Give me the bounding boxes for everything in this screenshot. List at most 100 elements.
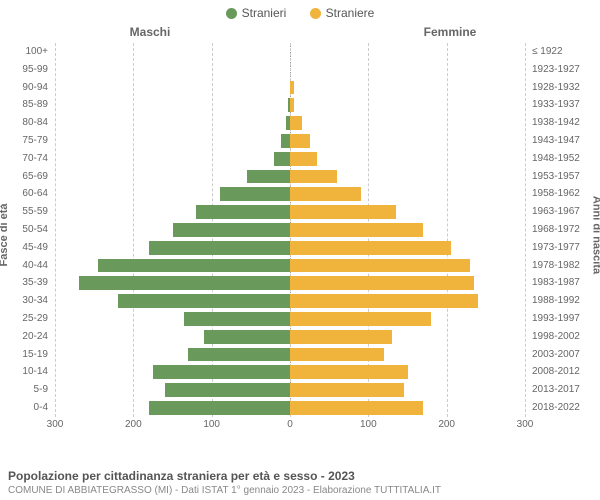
x-tick-label: 300 (47, 419, 64, 430)
age-range-label: 60-64 (0, 185, 48, 203)
birth-year-label: 1948-1952 (532, 150, 600, 168)
bar-male (196, 205, 290, 219)
pyramid-row (55, 203, 525, 221)
age-range-label: 50-54 (0, 221, 48, 239)
bar-male (173, 223, 291, 237)
bar-female (290, 241, 451, 255)
pyramid-row (55, 114, 525, 132)
bar-female (290, 383, 404, 397)
birth-year-label: 1978-1982 (532, 257, 600, 275)
bar-female (290, 152, 317, 166)
legend-item-female: Straniere (310, 6, 375, 20)
chart-container: Stranieri Straniere Maschi Femmine Fasce… (0, 0, 600, 500)
pyramid-row (55, 239, 525, 257)
column-title-female: Femmine (300, 25, 600, 39)
birth-year-label: 2008-2012 (532, 363, 600, 381)
age-range-label: 30-34 (0, 292, 48, 310)
birth-year-label: 1953-1957 (532, 168, 600, 186)
age-range-label: 10-14 (0, 363, 48, 381)
footer-subtitle: COMUNE DI ABBIATEGRASSO (MI) - Dati ISTA… (8, 485, 592, 496)
legend-label-female: Straniere (326, 6, 375, 20)
bar-female (290, 134, 310, 148)
pyramid-row (55, 363, 525, 381)
column-title-male: Maschi (0, 25, 300, 39)
pyramid-row (55, 185, 525, 203)
birth-year-label: 2003-2007 (532, 346, 600, 364)
pyramid-row (55, 310, 525, 328)
bar-female (290, 98, 294, 112)
pyramid-row (55, 292, 525, 310)
bar-female (290, 205, 396, 219)
birth-year-label: 1973-1977 (532, 239, 600, 257)
age-range-label: 25-29 (0, 310, 48, 328)
bar-male (149, 241, 290, 255)
gridline (525, 43, 526, 417)
pyramid-row (55, 96, 525, 114)
age-range-label: 80-84 (0, 114, 48, 132)
birth-year-label: 1923-1927 (532, 61, 600, 79)
bar-female (290, 276, 474, 290)
age-range-label: 85-89 (0, 96, 48, 114)
birth-year-label: 1928-1932 (532, 79, 600, 97)
x-tick-label: 100 (360, 419, 377, 430)
x-tick-label: 100 (203, 419, 220, 430)
birth-year-label: 1943-1947 (532, 132, 600, 150)
legend-swatch-male (226, 8, 237, 19)
age-range-label: 100+ (0, 43, 48, 61)
birth-year-label: ≤ 1922 (532, 43, 600, 61)
pyramid-row (55, 168, 525, 186)
legend-item-male: Stranieri (226, 6, 287, 20)
birth-year-label: 1993-1997 (532, 310, 600, 328)
bar-male (247, 170, 290, 184)
bar-male (149, 401, 290, 415)
bar-female (290, 348, 384, 362)
x-tick-label: 200 (438, 419, 455, 430)
bar-male (220, 187, 291, 201)
bar-male (281, 134, 290, 148)
footer-title: Popolazione per cittadinanza straniera p… (8, 469, 592, 483)
age-range-label: 5-9 (0, 381, 48, 399)
pyramid-row (55, 79, 525, 97)
age-range-label: 20-24 (0, 328, 48, 346)
birth-year-label: 1968-1972 (532, 221, 600, 239)
bar-female (290, 259, 470, 273)
bar-male (118, 294, 290, 308)
pyramid-row (55, 399, 525, 417)
birth-year-label: 2013-2017 (532, 381, 600, 399)
y-axis-left: 100+95-9990-9485-8980-8475-7970-7465-696… (0, 43, 52, 417)
bar-female (290, 170, 337, 184)
bar-male (79, 276, 291, 290)
bar-female (290, 223, 423, 237)
age-range-label: 70-74 (0, 150, 48, 168)
birth-year-label: 1988-1992 (532, 292, 600, 310)
bar-male (274, 152, 290, 166)
bar-female (290, 330, 392, 344)
pyramid-row (55, 346, 525, 364)
age-range-label: 35-39 (0, 274, 48, 292)
bar-male (153, 365, 290, 379)
bar-male (165, 383, 290, 397)
bar-female (290, 365, 408, 379)
pyramid-row (55, 328, 525, 346)
age-range-label: 90-94 (0, 79, 48, 97)
x-tick-label: 200 (125, 419, 142, 430)
age-range-label: 55-59 (0, 203, 48, 221)
bar-male (98, 259, 290, 273)
age-range-label: 0-4 (0, 399, 48, 417)
age-range-label: 40-44 (0, 257, 48, 275)
pyramid-row (55, 257, 525, 275)
pyramid-row (55, 381, 525, 399)
footer: Popolazione per cittadinanza straniera p… (8, 469, 592, 496)
chart-area: Maschi Femmine Fasce di età Anni di nasc… (0, 25, 600, 445)
bar-male (184, 312, 290, 326)
legend-swatch-female (310, 8, 321, 19)
age-range-label: 45-49 (0, 239, 48, 257)
age-range-label: 95-99 (0, 61, 48, 79)
pyramid-row (55, 221, 525, 239)
x-tick-label: 0 (287, 419, 293, 430)
y-axis-right: ≤ 19221923-19271928-19321933-19371938-19… (528, 43, 600, 417)
birth-year-label: 2018-2022 (532, 399, 600, 417)
bar-female (290, 116, 302, 130)
birth-year-label: 1938-1942 (532, 114, 600, 132)
x-tick-label: 300 (517, 419, 534, 430)
